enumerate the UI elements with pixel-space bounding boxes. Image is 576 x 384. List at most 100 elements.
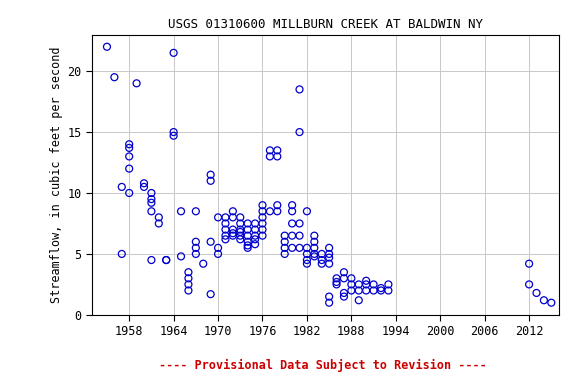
Point (228, 227, 237, 233)
Point (139, 180, 149, 186)
Point (258, 214, 267, 220)
Point (206, 291, 215, 297)
Point (302, 261, 312, 267)
Point (287, 220, 297, 227)
Point (251, 236, 260, 242)
Point (287, 233, 297, 239)
Point (362, 281, 371, 288)
Point (191, 245, 200, 251)
Point (324, 255, 334, 261)
Point (384, 288, 393, 294)
Point (221, 236, 230, 242)
Point (214, 214, 223, 220)
Point (221, 220, 230, 227)
Point (295, 245, 304, 251)
Point (228, 214, 237, 220)
Point (324, 245, 334, 251)
Point (147, 208, 156, 214)
Point (339, 275, 348, 281)
Point (362, 278, 371, 284)
Point (354, 281, 363, 288)
Point (302, 251, 312, 257)
Point (147, 257, 156, 263)
Title: USGS 01310600 MILLBURN CREEK AT BALDWIN NY: USGS 01310600 MILLBURN CREEK AT BALDWIN … (168, 18, 483, 31)
Point (310, 245, 319, 251)
Point (191, 208, 200, 214)
Point (162, 257, 171, 263)
Point (280, 251, 289, 257)
Point (339, 269, 348, 275)
Point (147, 196, 156, 202)
Y-axis label: Streamflow, in cubic feet per second: Streamflow, in cubic feet per second (50, 46, 63, 303)
Point (295, 233, 304, 239)
Point (147, 190, 156, 196)
Point (147, 200, 156, 206)
Point (228, 230, 237, 236)
Point (236, 220, 245, 227)
Point (124, 153, 134, 159)
Point (124, 166, 134, 172)
Point (243, 220, 252, 227)
Point (302, 257, 312, 263)
Point (376, 288, 385, 294)
Point (272, 153, 282, 159)
Point (525, 261, 534, 267)
Point (525, 281, 534, 288)
Point (310, 253, 319, 260)
Point (103, 44, 112, 50)
Point (206, 172, 215, 178)
Point (154, 214, 164, 220)
Point (184, 269, 193, 275)
Point (317, 261, 327, 267)
Point (266, 208, 275, 214)
Point (176, 208, 185, 214)
Point (132, 80, 141, 86)
Point (251, 241, 260, 247)
Point (369, 281, 378, 288)
Point (184, 275, 193, 281)
Point (332, 281, 341, 288)
Point (110, 74, 119, 80)
Point (243, 233, 252, 239)
Point (243, 227, 252, 233)
Point (191, 251, 200, 257)
Point (369, 288, 378, 294)
Point (347, 281, 356, 288)
Point (258, 227, 267, 233)
Point (169, 132, 178, 139)
Point (332, 275, 341, 281)
Point (347, 275, 356, 281)
Point (532, 290, 541, 296)
Point (258, 233, 267, 239)
Text: ---- Provisional Data Subject to Revision ----: ---- Provisional Data Subject to Revisio… (158, 359, 487, 372)
Point (310, 239, 319, 245)
Point (324, 251, 334, 257)
Point (124, 145, 134, 151)
Point (228, 233, 237, 239)
Point (258, 208, 267, 214)
Point (287, 202, 297, 208)
Point (324, 300, 334, 306)
Point (221, 227, 230, 233)
Point (302, 245, 312, 251)
Point (339, 293, 348, 300)
Point (302, 208, 312, 214)
Point (199, 261, 208, 267)
Point (236, 233, 245, 239)
Point (243, 242, 252, 248)
Point (169, 50, 178, 56)
Point (347, 288, 356, 294)
Point (139, 184, 149, 190)
Point (272, 147, 282, 154)
Point (117, 184, 126, 190)
Point (154, 220, 164, 227)
Point (317, 251, 327, 257)
Point (295, 129, 304, 135)
Point (317, 257, 327, 263)
Point (354, 288, 363, 294)
Point (176, 253, 185, 260)
Point (243, 239, 252, 245)
Point (295, 86, 304, 93)
Point (272, 202, 282, 208)
Point (236, 229, 245, 235)
